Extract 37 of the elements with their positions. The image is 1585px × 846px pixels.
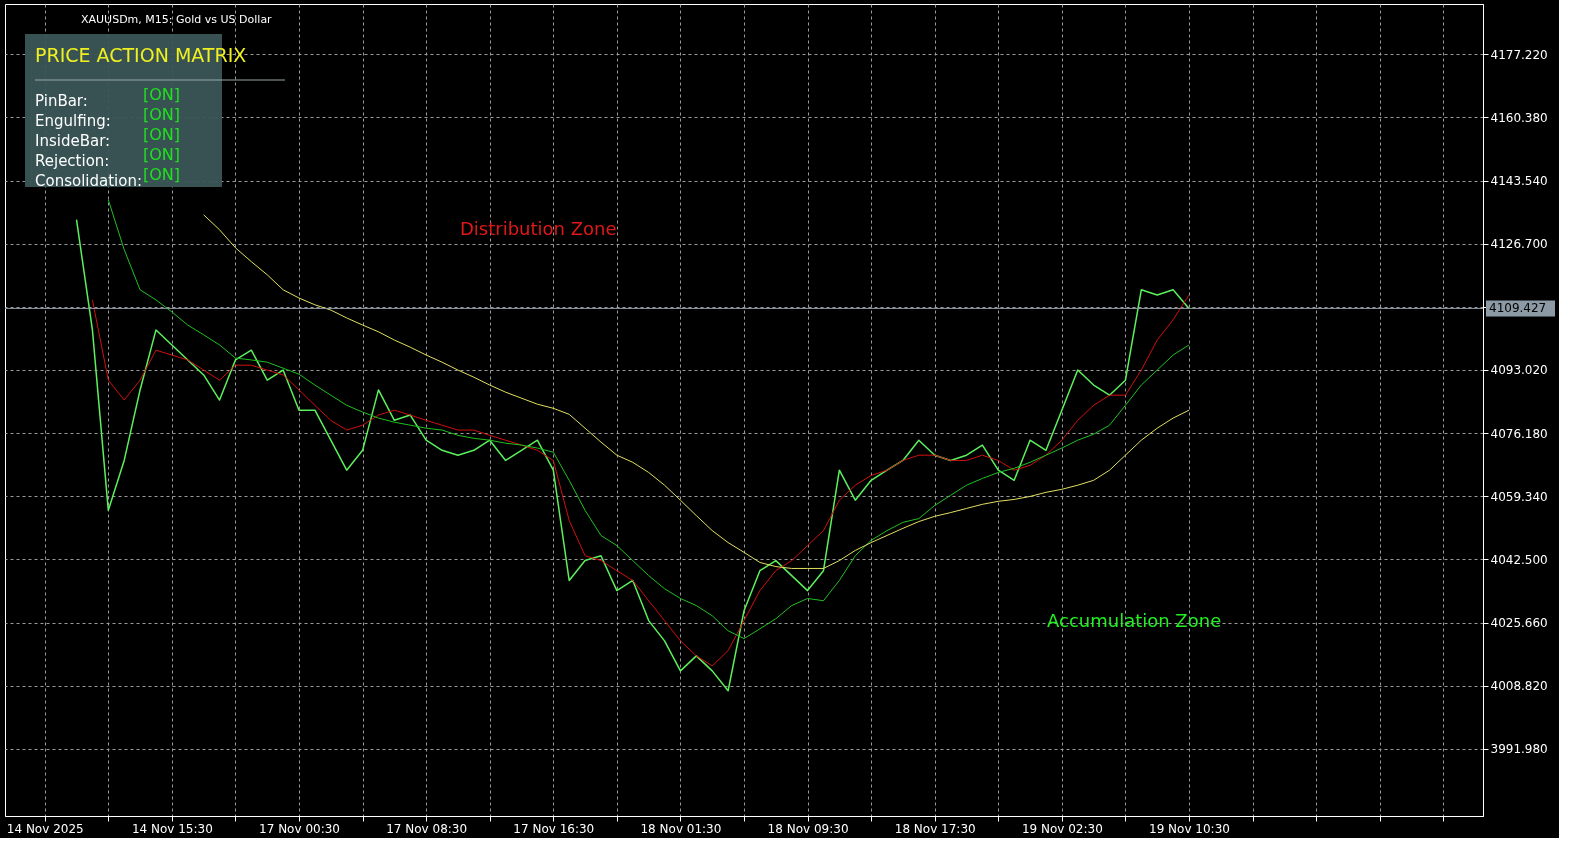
x-tick-label: 14 Nov 2025: [6, 821, 84, 836]
annotation: Consolidation:: [35, 172, 142, 190]
annotation: Accumulation Zone: [1047, 610, 1222, 631]
annotation: [ON]: [143, 105, 181, 124]
x-tick-label: 19 Nov 02:30: [1021, 821, 1103, 836]
y-tick-label: 4126.700: [1490, 237, 1548, 252]
annotation: [ON]: [143, 145, 181, 164]
annotation: Distribution Zone: [460, 218, 617, 239]
annotation: Engulfing:: [35, 112, 111, 130]
y-tick-label: 4076.180: [1490, 426, 1548, 441]
y-tick-label: 4177.220: [1490, 47, 1548, 62]
annotation: [ON]: [143, 85, 181, 104]
line-series: [203, 214, 1190, 569]
y-tick-label: 3991.980: [1490, 742, 1548, 757]
annotation: PRICE ACTION MATRIX: [35, 44, 247, 66]
annotation: PinBar:: [35, 92, 88, 110]
text: XAUUSDm, M15: Gold vs US Dollar: [81, 13, 273, 26]
annotation: InsideBar:: [35, 132, 111, 150]
x-tick-label: 18 Nov 17:30: [894, 821, 976, 836]
x-tick-label: 18 Nov 09:30: [767, 821, 849, 836]
x-tick-label: 19 Nov 10:30: [1149, 821, 1230, 836]
annotation: [ON]: [143, 125, 181, 144]
y-tick-label: 4093.020: [1490, 363, 1548, 378]
x-tick-label: 17 Nov 08:30: [386, 821, 468, 836]
x-tick-label: 18 Nov 01:30: [640, 821, 722, 836]
y-tick-label: 4008.820: [1490, 679, 1548, 694]
ref-line-label: 4109.427: [1489, 301, 1547, 316]
y-tick-label: 4160.380: [1490, 110, 1548, 125]
x-tick-label: 17 Nov 00:30: [259, 821, 340, 836]
y-tick-label: 4143.540: [1490, 174, 1548, 188]
annotation: [ON]: [143, 165, 181, 184]
y-tick-label: 4025.660: [1490, 616, 1548, 631]
annotation: Rejection:: [35, 152, 110, 170]
y-tick-label: 4042.500: [1490, 552, 1548, 567]
x-tick-label: 14 Nov 15:30: [131, 821, 213, 836]
x-tick-label: 17 Nov 16:30: [513, 821, 595, 836]
y-tick-label: 4059.340: [1490, 489, 1548, 504]
